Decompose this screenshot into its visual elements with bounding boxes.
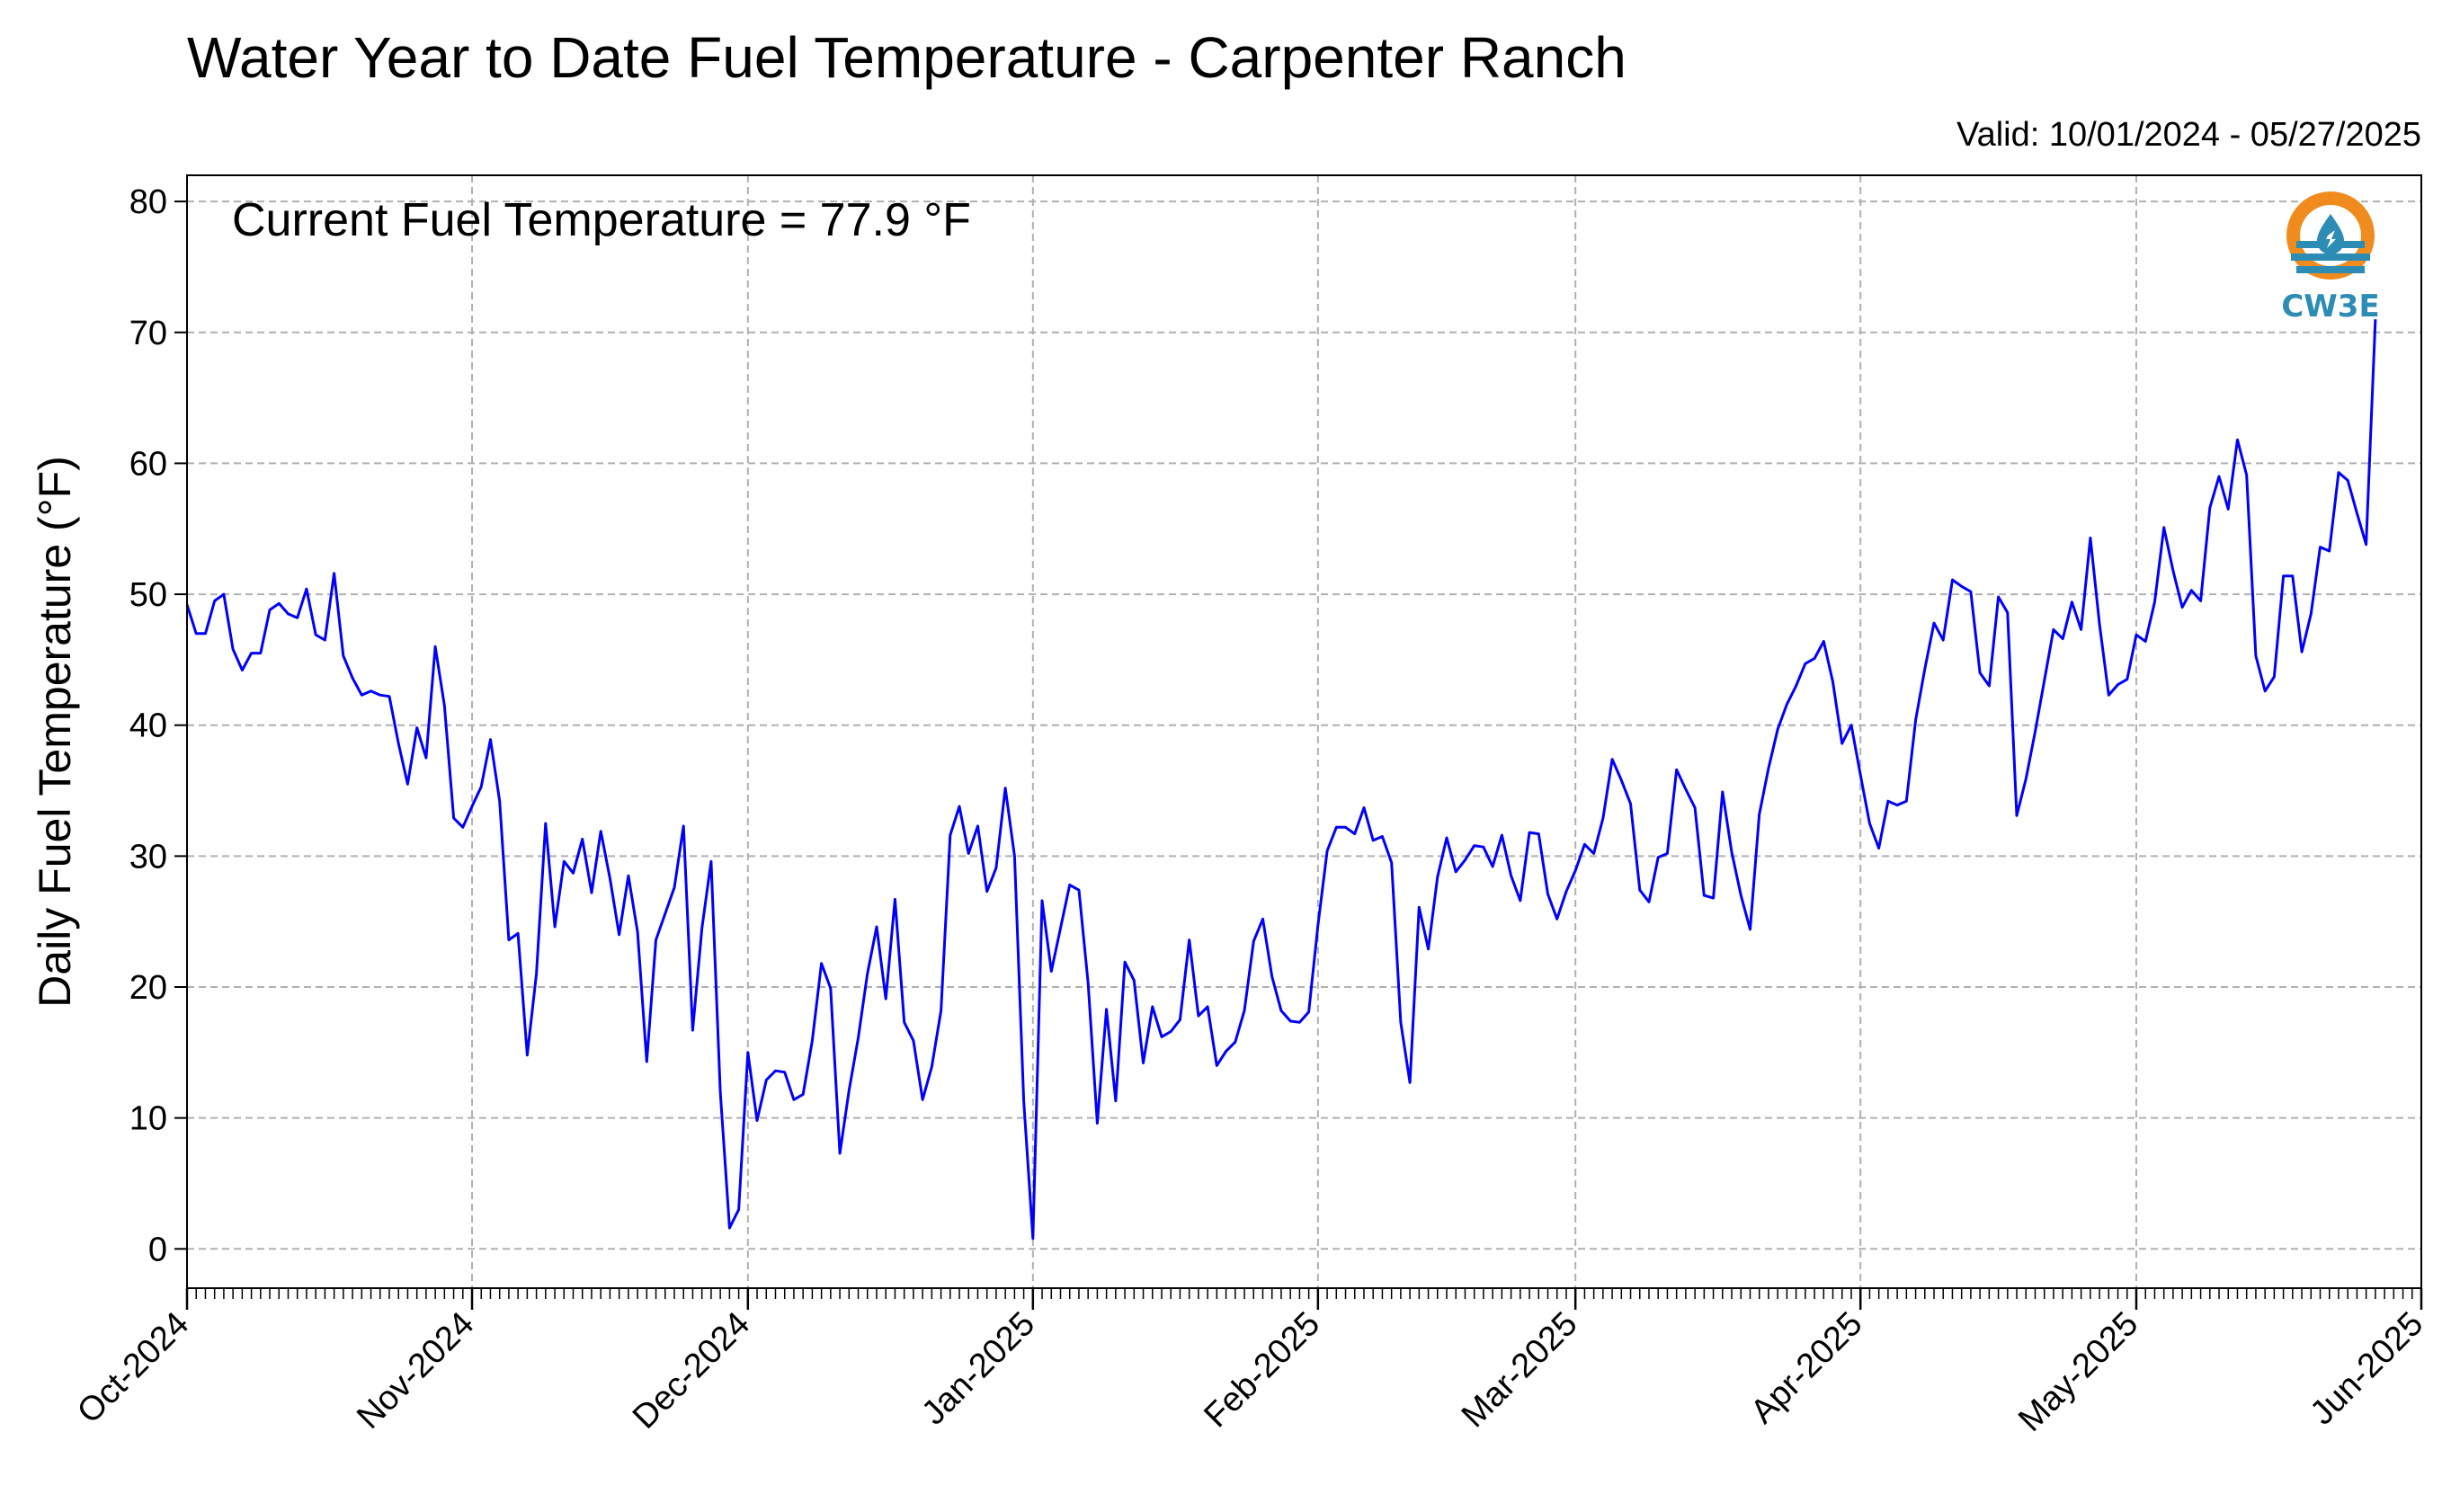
x-tick-label: Jun-2025 [2304, 1305, 2431, 1433]
plot-frame [186, 174, 2422, 1289]
y-tick-label: 20 [129, 969, 167, 1007]
x-tick-label: Oct-2024 [70, 1305, 196, 1431]
drop-highlight-icon [2326, 230, 2336, 248]
y-tick-label: 60 [129, 445, 167, 483]
x-tick-label: Dec-2024 [626, 1305, 757, 1436]
y-tick-label: 40 [129, 707, 167, 745]
x-tick-label: Jan-2025 [914, 1305, 1042, 1433]
y-tick-label: 80 [129, 183, 167, 221]
y-tick-label: 10 [129, 1100, 167, 1138]
valid-date-range: Valid: 10/01/2024 - 05/27/2025 [1956, 116, 2421, 154]
x-tick-label: Apr-2025 [1743, 1305, 1869, 1431]
series-line-group [185, 319, 2377, 1241]
chart-title: Water Year to Date Fuel Temperature - Ca… [187, 25, 1627, 90]
y-tick-label: 30 [129, 838, 167, 876]
y-tick-label: 0 [148, 1231, 167, 1268]
current-temp-annotation: Current Fuel Temperature = 77.9 °F [232, 194, 971, 246]
y-tick-label: 70 [129, 315, 167, 352]
x-tick-label: Nov-2024 [350, 1305, 481, 1436]
x-tick-label: May-2025 [2011, 1305, 2145, 1439]
fuel-temperature-line [185, 319, 2377, 1241]
axis-ticks: 0 10 20 30 40 50 60 70 80 Oct-2024 Nov-2024 Dec-202… [70, 183, 2430, 1439]
y-axis-label: Daily Fuel Temperature (°F) [30, 456, 80, 1008]
logo-water-icon [2291, 241, 2370, 273]
cw3e-logo: CW3E [2281, 191, 2380, 325]
x-tick-label: Feb-2025 [1197, 1305, 1327, 1436]
y-tick-label: 50 [129, 576, 167, 614]
x-tick-label: Mar-2025 [1455, 1305, 1585, 1436]
logo-text: CW3E [2281, 289, 2379, 325]
grid [186, 175, 2422, 1288]
